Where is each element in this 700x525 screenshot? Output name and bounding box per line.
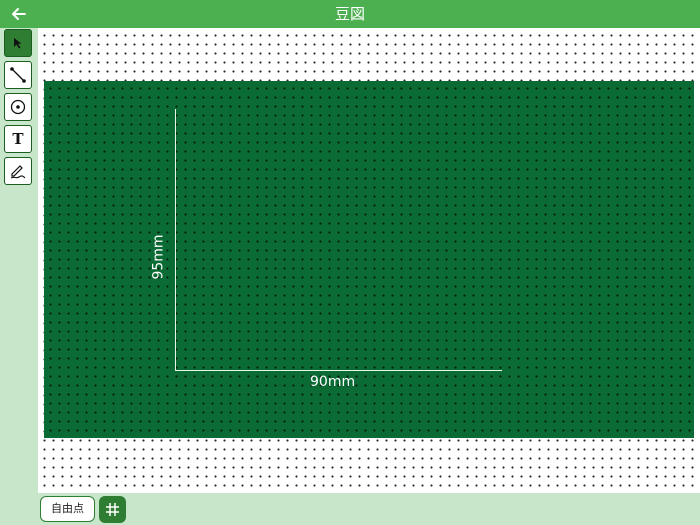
back-button[interactable]: [8, 3, 30, 25]
text-tool-button[interactable]: T: [4, 125, 32, 153]
draw-tool-button[interactable]: [4, 157, 32, 185]
tool-palette: T: [4, 29, 34, 189]
height-dimension-label: 95mm: [150, 234, 167, 280]
free-point-button[interactable]: 自由点: [40, 496, 95, 522]
bottom-bar: 自由点: [0, 493, 700, 525]
select-tool-button[interactable]: [4, 29, 32, 57]
width-dimension-label: 90mm: [310, 374, 356, 390]
point-tool-button[interactable]: [4, 93, 32, 121]
app-header: 豆図: [0, 0, 700, 28]
text-icon: T: [12, 130, 24, 148]
dimension-lines: [175, 109, 502, 371]
arrow-left-icon: [12, 8, 26, 20]
line-segment-icon: [10, 67, 26, 83]
page-title: 豆図: [334, 5, 365, 23]
signature-icon: [10, 165, 26, 179]
circle-point-icon: [10, 99, 26, 115]
grid-icon: [106, 503, 119, 516]
cursor-icon: [14, 38, 22, 49]
board-rectangle[interactable]: 95mm 90mm: [44, 81, 694, 438]
grid-toggle-button[interactable]: [99, 496, 126, 523]
line-tool-button[interactable]: [4, 61, 32, 89]
